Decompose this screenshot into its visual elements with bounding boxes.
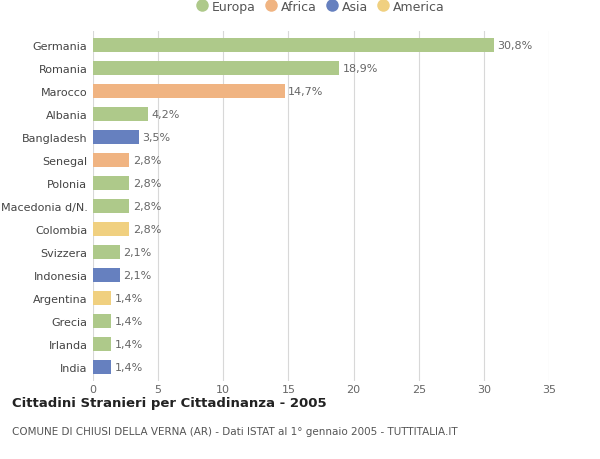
- Bar: [93, 314, 111, 328]
- Bar: [93, 269, 121, 282]
- Bar: [93, 154, 130, 168]
- Bar: [93, 223, 130, 236]
- Bar: [93, 246, 121, 259]
- Text: 1,4%: 1,4%: [115, 339, 143, 349]
- Text: 3,5%: 3,5%: [142, 133, 170, 143]
- Bar: [93, 39, 494, 53]
- Bar: [93, 200, 130, 213]
- Text: 4,2%: 4,2%: [151, 110, 179, 120]
- Text: 2,8%: 2,8%: [133, 179, 161, 189]
- Bar: [93, 291, 111, 305]
- Bar: [93, 337, 111, 351]
- Text: 2,1%: 2,1%: [124, 270, 152, 280]
- Text: 2,8%: 2,8%: [133, 202, 161, 212]
- Text: 2,8%: 2,8%: [133, 224, 161, 235]
- Text: 18,9%: 18,9%: [343, 64, 378, 74]
- Text: 1,4%: 1,4%: [115, 362, 143, 372]
- Text: 1,4%: 1,4%: [115, 293, 143, 303]
- Text: COMUNE DI CHIUSI DELLA VERNA (AR) - Dati ISTAT al 1° gennaio 2005 - TUTTITALIA.I: COMUNE DI CHIUSI DELLA VERNA (AR) - Dati…: [12, 426, 458, 436]
- Bar: [93, 360, 111, 374]
- Text: 1,4%: 1,4%: [115, 316, 143, 326]
- Text: 30,8%: 30,8%: [497, 41, 533, 51]
- Bar: [93, 85, 284, 99]
- Bar: [93, 62, 339, 76]
- Text: Cittadini Stranieri per Cittadinanza - 2005: Cittadini Stranieri per Cittadinanza - 2…: [12, 396, 326, 409]
- Bar: [93, 177, 130, 190]
- Legend: Europa, Africa, Asia, America: Europa, Africa, Asia, America: [194, 0, 448, 16]
- Text: 2,1%: 2,1%: [124, 247, 152, 257]
- Text: 14,7%: 14,7%: [288, 87, 323, 97]
- Text: 2,8%: 2,8%: [133, 156, 161, 166]
- Bar: [93, 131, 139, 145]
- Bar: [93, 108, 148, 122]
